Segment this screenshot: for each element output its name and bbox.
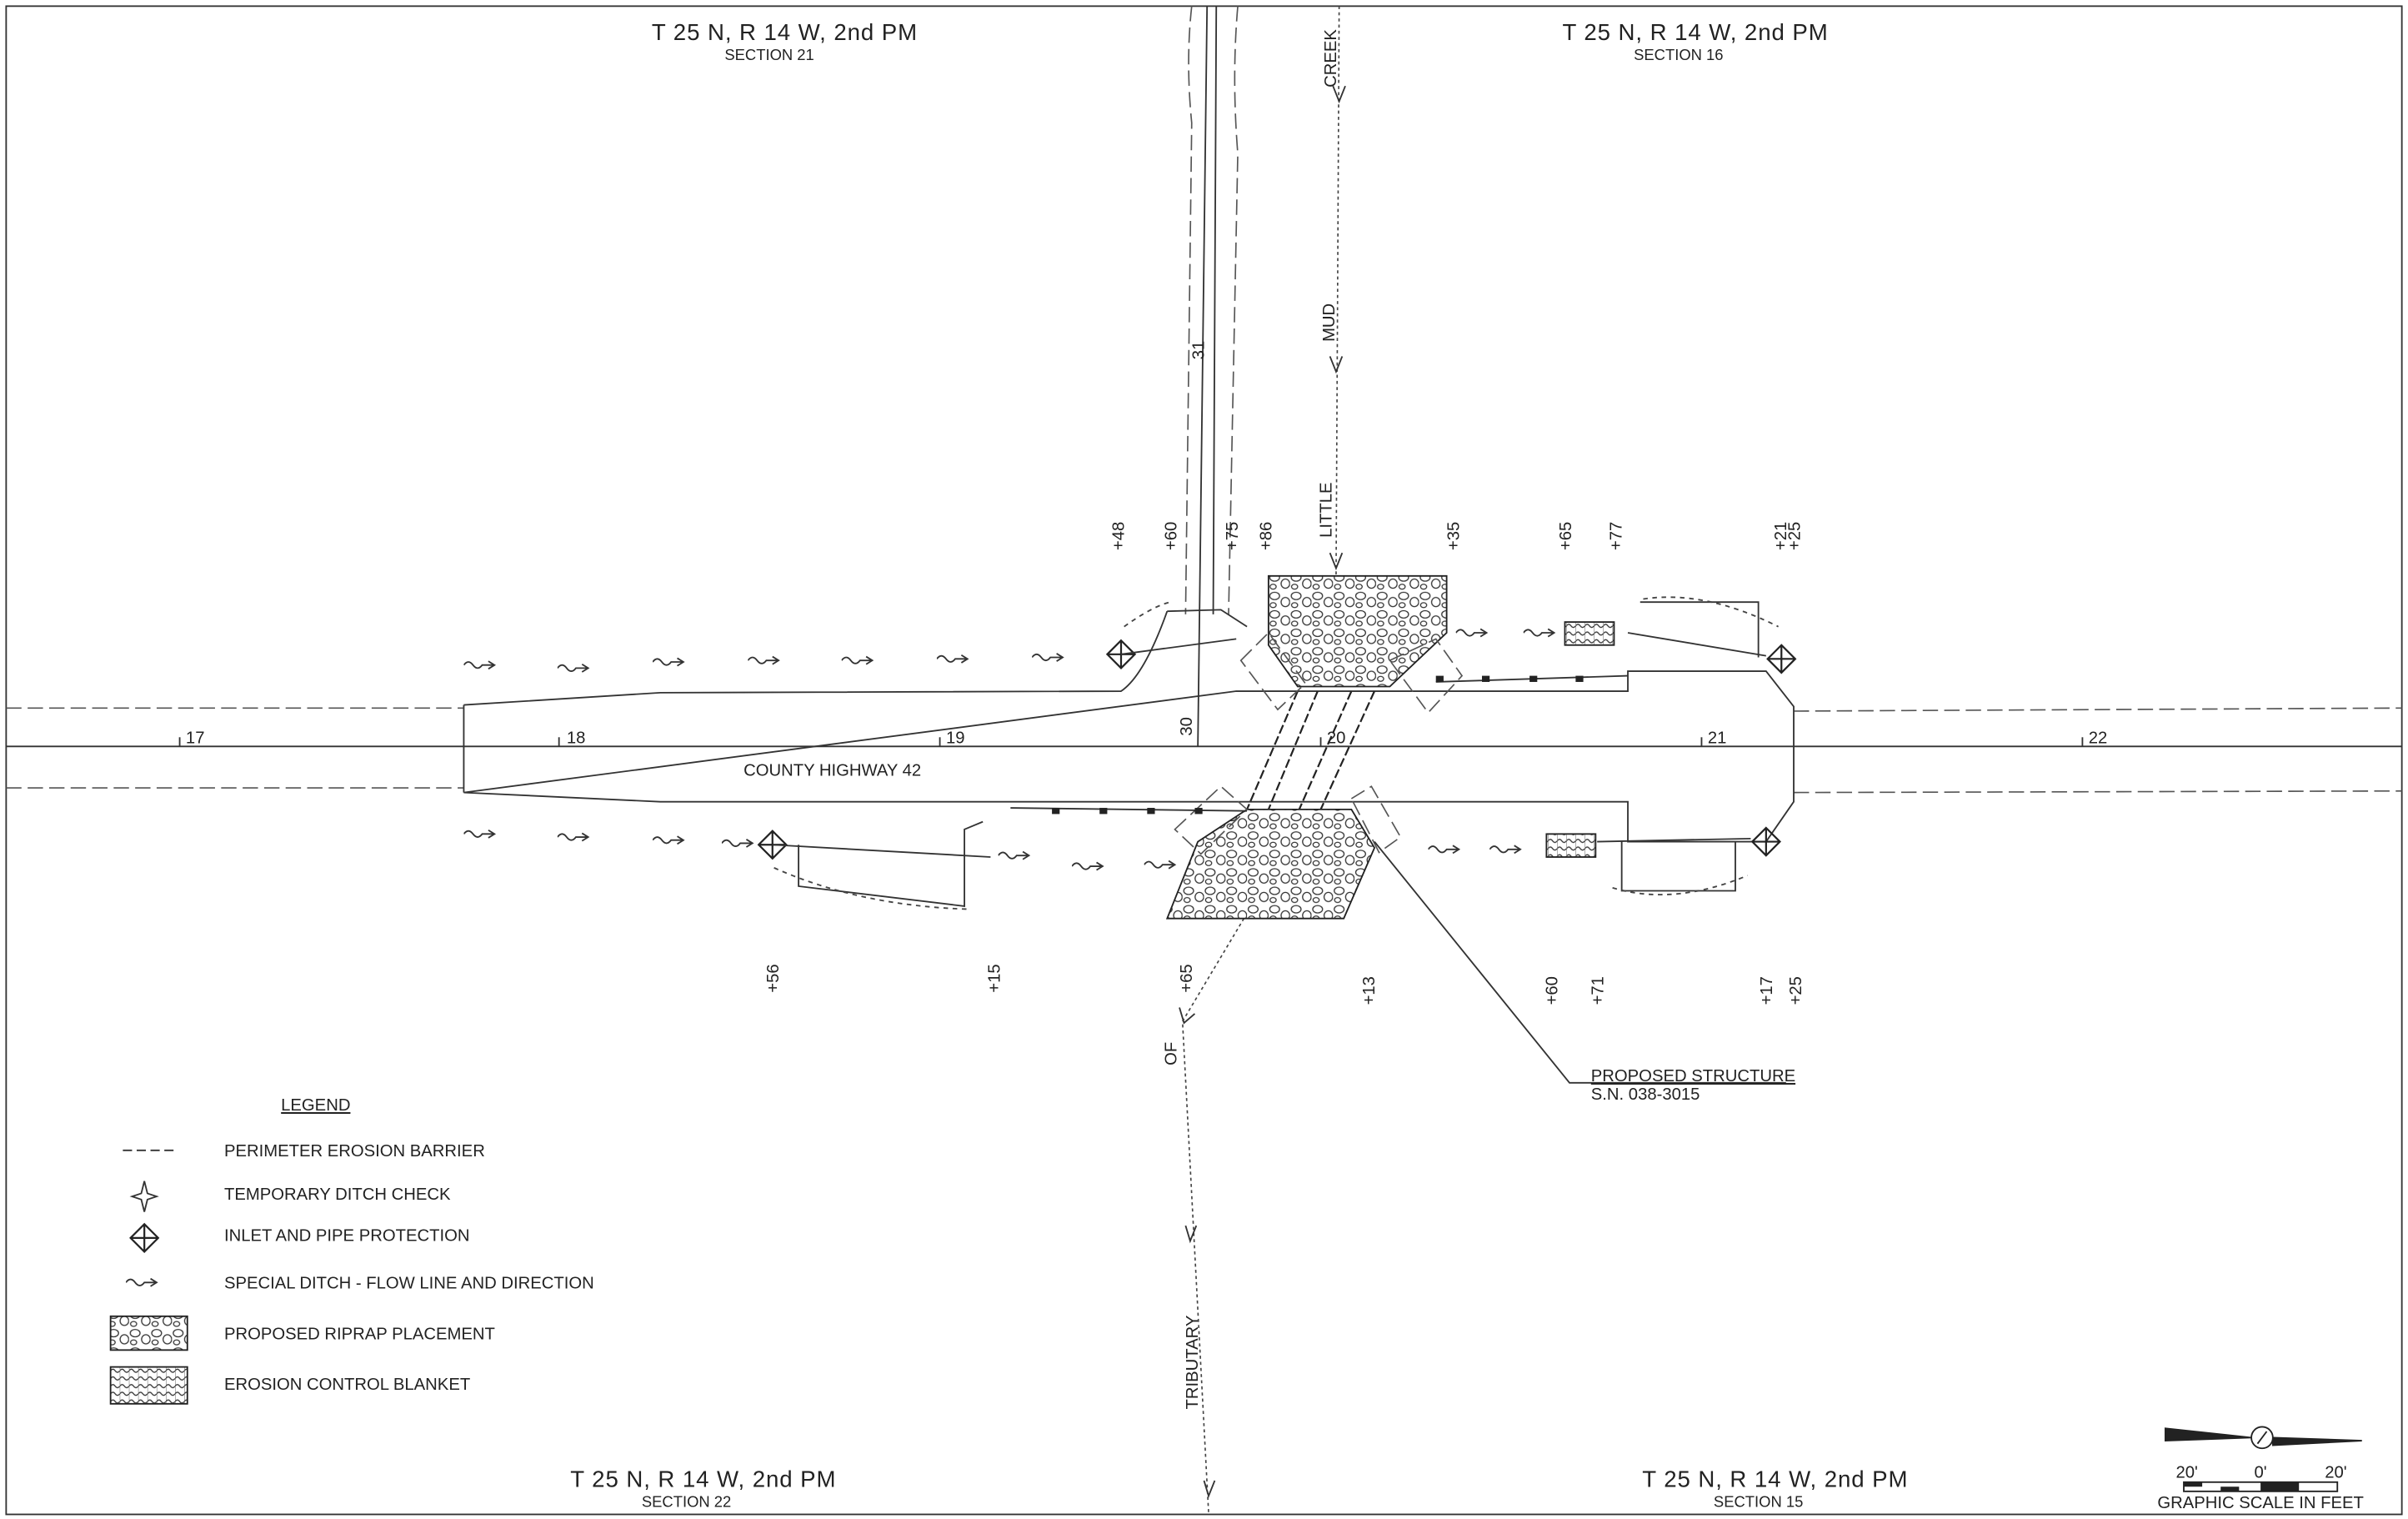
offset-label: +86	[1258, 522, 1276, 550]
station-label: 17	[186, 729, 205, 748]
right-of-way-line	[6, 707, 2402, 712]
scale-caption: GRAPHIC SCALE IN FEET	[2157, 1494, 2364, 1512]
station-label: 20	[1327, 729, 1346, 748]
structure-number: S.N. 038-3015	[1591, 1085, 1700, 1104]
offset-label: +13	[1360, 976, 1379, 1005]
township-label: T 25 N, R 14 W, 2nd PM	[1563, 19, 1829, 45]
barrier-posts	[1052, 675, 1584, 815]
offsets: +48 +60 +75 +86 +35 +65 +77 +21 +25 +56 …	[764, 522, 1805, 1005]
riprap-area	[1165, 808, 1376, 920]
ditch-outline	[798, 601, 1760, 907]
station-label: 22	[2089, 729, 2108, 748]
offset-label: +65	[1557, 522, 1575, 550]
township-label: T 25 N, R 14 W, 2nd PM	[1642, 1466, 1908, 1491]
scale-tick: 0'	[2255, 1463, 2267, 1481]
legend-title: LEGEND	[281, 1096, 350, 1115]
legend-symbol	[129, 1181, 159, 1212]
side-road-row	[1184, 6, 1239, 614]
offset-label: +17	[1758, 976, 1776, 1005]
erosion-barrier	[1010, 674, 1629, 812]
scale-bar	[2183, 1481, 2300, 1491]
station-label: 21	[1708, 729, 1727, 748]
side-road-label: 30	[1178, 717, 1196, 736]
creek-label: LITTLE	[1317, 482, 1335, 537]
north-arrow	[2256, 1431, 2268, 1445]
tributary-line	[1181, 918, 1245, 1513]
blanket-area	[1545, 833, 1597, 858]
creek-line	[1335, 6, 1340, 576]
creek-label: MUD	[1320, 303, 1339, 342]
offset-label: +71	[1589, 976, 1608, 1005]
township-label: T 25 N, R 14 W, 2nd PM	[652, 19, 918, 45]
riprap-area	[1267, 574, 1448, 688]
north-arrow-scale: 20' 0' 20' GRAPHIC SCALE IN FEET	[2157, 1426, 2364, 1512]
legend-symbol	[109, 1315, 188, 1351]
offset-label: +15	[985, 964, 1004, 992]
station-label: 18	[567, 729, 586, 748]
township-label: T 25 N, R 14 W, 2nd PM	[570, 1466, 836, 1491]
offset-label: +25	[1787, 976, 1805, 1005]
leader-line	[1374, 840, 1786, 1084]
legend-symbol	[109, 1366, 188, 1405]
tributary-label: TRIBUTARY	[1184, 1315, 1202, 1409]
right-of-way-line	[6, 787, 2402, 794]
legend-item: INLET AND PIPE PROTECTION	[224, 1227, 469, 1246]
structure-label: PROPOSED STRUCTURE	[1591, 1067, 1795, 1085]
road-edge	[463, 610, 1795, 843]
side-road: 31 30	[1178, 6, 1239, 747]
erosion-controls	[463, 596, 1795, 910]
offset-label: +48	[1110, 522, 1129, 550]
scale-tick: 20'	[2325, 1463, 2346, 1481]
road-name: COUNTY HIGHWAY 42	[743, 761, 921, 780]
legend-item: TEMPORARY DITCH CHECK	[224, 1186, 451, 1204]
legend: LEGEND PERIMETER EROSION BARRIER TEMPORA…	[109, 1096, 594, 1405]
offset-label: +75	[1224, 522, 1242, 550]
offset-label: +65	[1178, 964, 1196, 992]
section-label: SECTION 21	[724, 46, 814, 63]
scale-tick: 20'	[2175, 1463, 2197, 1481]
offset-label: +77	[1608, 522, 1626, 550]
streams: CREEK MUD LITTLE OF TRIBUTARY	[1162, 6, 1346, 1513]
station-ticks	[178, 737, 2084, 747]
side-road-line	[1197, 6, 1218, 747]
flow-arrow	[1329, 85, 1346, 571]
bridge-outline	[1246, 690, 1376, 810]
offset-label: +35	[1444, 522, 1463, 550]
structure: PROPOSED STRUCTURE S.N. 038-3015	[1165, 574, 1795, 1104]
offset-label: +56	[764, 964, 783, 992]
highway: 17 18 19 20 21 22 COUNTY HIGHWAY 42	[6, 610, 2402, 843]
offset-label: +21	[1772, 522, 1790, 550]
legend-item: PROPOSED RIPRAP PLACEMENT	[224, 1325, 495, 1343]
erosion-barrier	[773, 596, 1779, 910]
side-road-label: 31	[1189, 341, 1208, 360]
creek-label: CREEK	[1322, 29, 1340, 88]
legend-item: EROSION CONTROL BLANKET	[224, 1376, 470, 1394]
legend-item: SPECIAL DITCH - FLOW LINE AND DIRECTION	[224, 1275, 594, 1293]
offset-label: +60	[1162, 522, 1180, 550]
offset-label: +60	[1543, 976, 1561, 1005]
section-label: SECTION 16	[1634, 46, 1723, 63]
offset-label: +25	[1785, 522, 1804, 550]
section-labels: T 25 N, R 14 W, 2nd PM SECTION 21 T 25 N…	[570, 19, 1908, 1510]
pipe	[772, 632, 1766, 858]
flow-arrow	[1179, 1007, 1216, 1499]
legend-item: PERIMETER EROSION BARRIER	[224, 1142, 485, 1161]
section-label: SECTION 22	[642, 1492, 731, 1510]
sheet-border	[5, 5, 2403, 1516]
section-label: SECTION 15	[1714, 1492, 1803, 1510]
work-limit	[1174, 631, 1464, 855]
blanket-area	[1564, 621, 1615, 646]
tributary-label: OF	[1162, 1042, 1180, 1065]
station-label: 19	[946, 729, 965, 748]
